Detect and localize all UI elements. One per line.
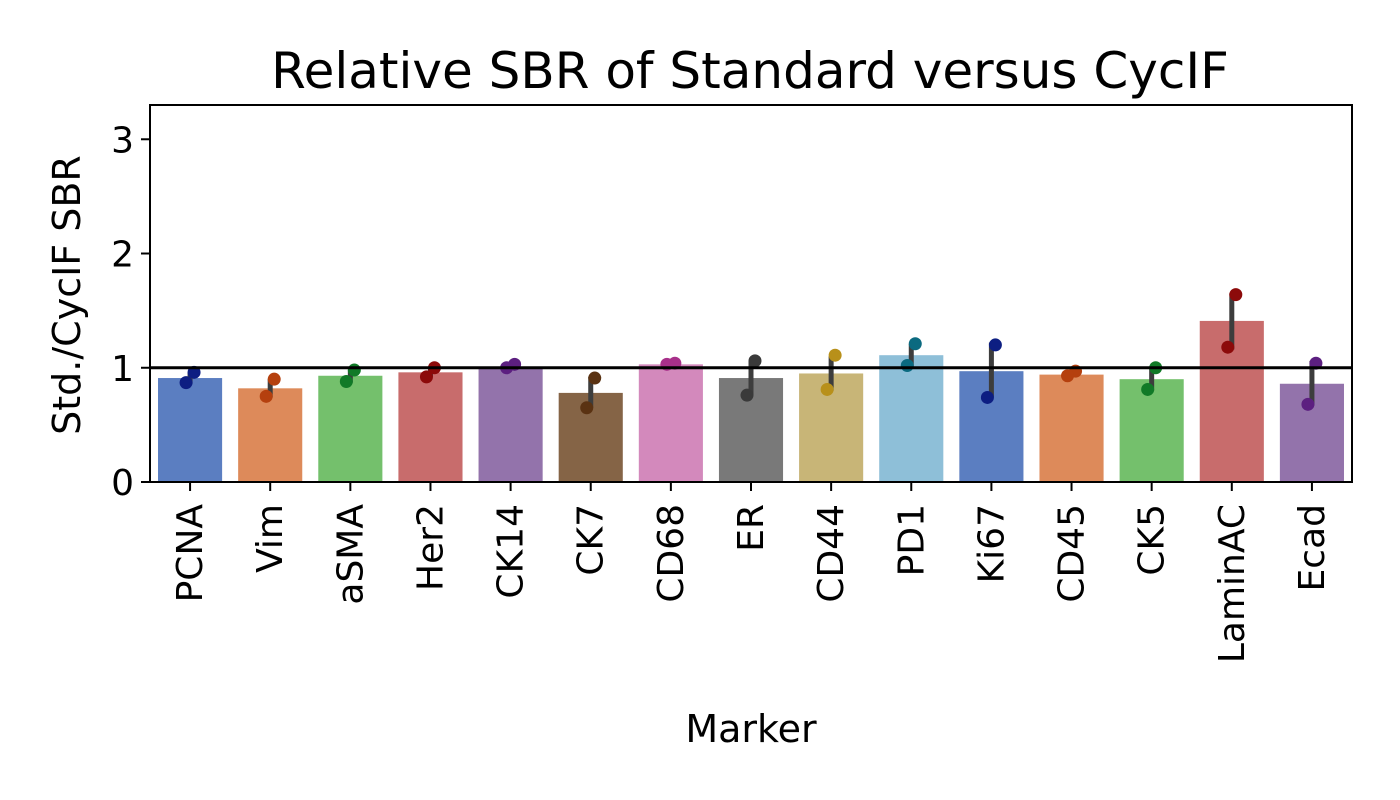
x-tick-label-CK5: CK5 [1132, 504, 1173, 576]
x-tick-label-Ki67: Ki67 [971, 504, 1012, 583]
y-tick-label-2: 2 [111, 235, 134, 276]
y-tick-label-0: 0 [111, 463, 134, 504]
point-Vim-2 [259, 389, 273, 403]
chart-title: Relative SBR of Standard versus CycIF [271, 42, 1229, 100]
bar-PD1 [879, 355, 944, 482]
y-axis-label: Std./CycIF SBR [45, 155, 89, 435]
x-tick-label-LaminAC: LaminAC [1212, 504, 1253, 663]
point-CD45-2 [1061, 369, 1075, 383]
x-tick-label-PD1: PD1 [891, 504, 932, 576]
y-tick-label-3: 3 [111, 120, 134, 161]
bar-CD45 [1039, 374, 1104, 482]
bar-aSMA [318, 375, 383, 482]
x-tick-label-CK7: CK7 [571, 504, 612, 576]
x-tick-label-CD44: CD44 [811, 504, 852, 603]
bar-CK5 [1119, 379, 1184, 482]
x-tick-label-ER: ER [731, 504, 772, 552]
bar-CD68 [638, 364, 703, 482]
point-Ecad-2 [1301, 397, 1315, 411]
bar-PCNA [158, 378, 223, 482]
bar-Her2 [398, 372, 463, 482]
point-PD1-2 [900, 358, 914, 372]
point-LaminAC-1 [1229, 288, 1243, 302]
x-tick-label-CD68: CD68 [651, 504, 692, 603]
x-tick-label-PCNA: PCNA [170, 504, 211, 603]
point-CK7-1 [588, 371, 602, 385]
point-ER-1 [748, 354, 762, 368]
point-Her2-2 [419, 370, 433, 384]
x-tick-label-CD45: CD45 [1052, 504, 1093, 603]
x-axis-label: Marker [685, 707, 817, 751]
point-CK5-2 [1141, 382, 1155, 396]
point-ER-2 [740, 388, 754, 402]
point-PD1-1 [908, 337, 922, 351]
point-CK7-2 [580, 401, 594, 415]
point-CD44-1 [828, 348, 842, 362]
point-Ki67-2 [980, 390, 994, 404]
point-LaminAC-2 [1221, 340, 1235, 354]
bars-group [158, 320, 1344, 482]
x-tick-label-aSMA: aSMA [330, 504, 371, 605]
point-aSMA-2 [339, 374, 353, 388]
bar-CK14 [478, 366, 543, 482]
y-tick-label-1: 1 [111, 349, 134, 390]
x-tick-label-Her2: Her2 [410, 504, 451, 591]
x-tick-label-Vim: Vim [250, 504, 291, 573]
bar-Vim [238, 388, 303, 482]
point-Ki67-1 [988, 338, 1002, 352]
x-tick-label-Ecad: Ecad [1292, 504, 1333, 591]
point-aSMA-1 [347, 363, 361, 377]
x-tick-label-CK14: CK14 [491, 504, 532, 599]
point-CD44-2 [820, 382, 834, 396]
y-axis: 0 1 2 3 [111, 120, 150, 504]
point-Vim-1 [267, 372, 281, 386]
x-axis: PCNA Vim aSMA Her2 CK14 CK7 CD68 ER CD44 PD1 Ki67 C… [170, 482, 1333, 663]
point-PCNA-2 [179, 376, 193, 390]
